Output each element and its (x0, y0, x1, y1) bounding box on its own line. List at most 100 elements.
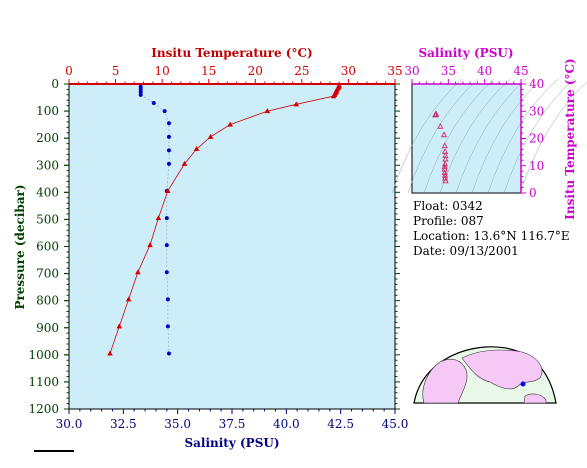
temperature-point (227, 121, 233, 127)
inset-y-tick-label: 10 (529, 159, 544, 173)
ts-inset-area (411, 83, 522, 194)
temperature-tick-label: 10 (155, 64, 170, 78)
float-id-label: Float: 0342 (413, 199, 483, 213)
inset-x-tick-label: 35 (441, 64, 456, 78)
pressure-tick-label: 600 (36, 240, 59, 254)
salinity-point (164, 243, 169, 248)
salinity-tick-label: 37.5 (219, 417, 246, 431)
temperature-point (135, 269, 141, 275)
ts-point (437, 122, 444, 129)
profile-label: Profile: 087 (413, 214, 484, 228)
pressure-tick-label: 900 (36, 321, 59, 335)
inset-y-tick-label: 30 (529, 104, 544, 118)
temperature-series (107, 82, 342, 356)
salinity-series (138, 84, 171, 356)
inset-y-tick-label: 0 (529, 186, 537, 200)
inset-y-tick-label: 40 (529, 77, 544, 91)
footer-mark (34, 450, 74, 452)
temperature-tick-label: 0 (65, 64, 73, 78)
density-contour (487, 78, 559, 194)
date-label: Date: 09/13/2001 (413, 244, 519, 258)
float-location-marker (520, 381, 526, 387)
pressure-tick-label: 1100 (28, 375, 59, 389)
temperature-point (181, 160, 188, 166)
density-contour (423, 78, 495, 194)
pressure-tick-label: 500 (36, 212, 59, 226)
inset-y-tick-label: 20 (529, 132, 544, 146)
salinity-point (166, 121, 171, 126)
salinity-tick-label: 32.5 (110, 417, 137, 431)
inset-x-tick-label: 45 (513, 64, 528, 78)
bottom-axis-title: Salinity (PSU) (184, 436, 279, 450)
density-contour (455, 78, 527, 194)
temperature-tick-label: 25 (294, 64, 309, 78)
ts-inset-points (432, 110, 449, 184)
temperature-tick-label: 30 (341, 64, 356, 78)
pressure-tick-label: 400 (36, 185, 59, 199)
ts-point (441, 172, 449, 178)
main-plot-area (68, 83, 396, 410)
salinity-tick-label: 35.0 (164, 417, 191, 431)
temperature-point (293, 101, 300, 107)
temperature-point (125, 296, 132, 302)
ts-point (441, 142, 448, 149)
pressure-tick-label: 700 (36, 267, 59, 281)
temperature-point (155, 215, 162, 221)
inset-y-title: Insitu Temperature (°C) (563, 58, 577, 219)
location-label: Location: 13.6°N 116.7°E (413, 229, 570, 243)
ts-point (432, 111, 439, 118)
density-contour (391, 78, 463, 194)
inset-x-tick-label: 40 (477, 64, 492, 78)
temperature-tick-label: 20 (248, 64, 263, 78)
salinity-point (164, 216, 169, 221)
salinity-point (166, 351, 171, 356)
salinity-tick-label: 42.5 (327, 417, 354, 431)
temperature-point (164, 187, 171, 193)
location-map (413, 346, 557, 404)
density-contour (471, 78, 543, 194)
salinity-point (162, 109, 167, 114)
ts-point (442, 155, 449, 162)
pressure-tick-label: 0 (51, 77, 59, 91)
temperature-point (207, 133, 214, 139)
temperature-tick-label: 15 (201, 64, 216, 78)
pressure-tick-label: 200 (36, 131, 59, 145)
ts-point (441, 160, 449, 167)
temperature-point (193, 146, 200, 151)
map-land-africa-europe (422, 358, 468, 404)
pressure-tick-label: 100 (36, 104, 59, 118)
top-axis-title: Insitu Temperature (°C) (151, 46, 312, 60)
ts-point (440, 131, 448, 138)
salinity-point (166, 148, 171, 153)
y-axis-title: Pressure (decibar) (13, 184, 27, 309)
salinity-tick-label: 30.0 (56, 417, 83, 431)
pressure-tick-label: 300 (36, 158, 59, 172)
density-contour (503, 78, 575, 194)
salinity-axis: 30.0 32.5 35.0 37.5 40.0 42.5 45.0 (56, 409, 409, 431)
temperature-point (107, 350, 113, 356)
temperature-point (147, 242, 153, 248)
temperature-point (116, 323, 123, 329)
temperature-tick-label: 5 (112, 64, 120, 78)
salinity-tick-label: 40.0 (273, 417, 300, 431)
pressure-axis-right (395, 83, 400, 410)
pressure-axis: 0 100 200 300 400 500 600 700 800 900 1000 1100 1200 (28, 77, 69, 416)
density-contour (519, 81, 587, 194)
temperature-point (264, 108, 271, 114)
salinity-tick-label: 45.0 (382, 417, 409, 431)
pressure-tick-label: 800 (36, 294, 59, 308)
salinity-point (164, 270, 169, 275)
salinity-point (165, 297, 170, 302)
map-land-asia (461, 349, 543, 390)
salinity-point (166, 134, 171, 139)
map-land-australia (523, 393, 547, 404)
inset-x-title: Salinity (PSU) (418, 46, 513, 60)
temperature-axis: 0 5 10 15 20 25 30 35 (65, 64, 403, 85)
ts-point (441, 163, 448, 170)
salinity-point (166, 161, 171, 166)
salinity-point (165, 324, 170, 329)
temperature-point (330, 93, 337, 99)
inset-x-tick-label: 30 (404, 64, 419, 78)
